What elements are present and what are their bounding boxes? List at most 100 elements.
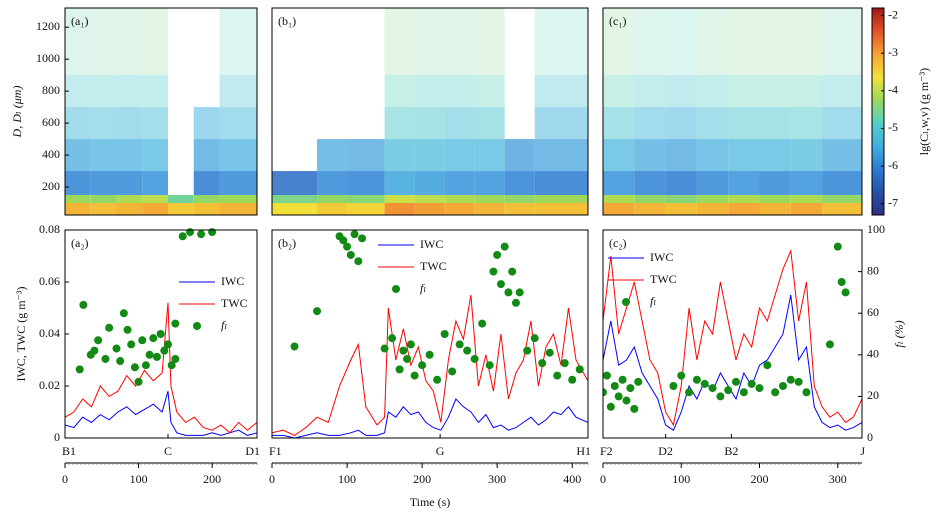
heat-cell	[696, 75, 729, 108]
fl-point	[343, 242, 352, 251]
panel-label: (b₂)	[278, 236, 296, 250]
fl-point	[771, 388, 780, 397]
segment-label: H1	[576, 444, 591, 458]
heat-cell	[822, 195, 862, 204]
heat-cell	[728, 107, 760, 140]
fl-point	[418, 361, 427, 370]
heat-cell	[414, 8, 445, 76]
fl-point	[626, 384, 635, 393]
heat-cell	[728, 75, 760, 108]
fl-point	[500, 242, 509, 251]
fl-point	[504, 288, 513, 297]
fl-point	[553, 371, 562, 380]
series-line	[272, 294, 588, 436]
fl-point	[755, 384, 764, 393]
fl-point	[732, 377, 741, 386]
heat-cell	[634, 75, 666, 108]
colorbar-tick-label: -5	[888, 120, 898, 134]
y2-tick-label: 60	[867, 305, 879, 319]
heat-cell	[759, 195, 791, 204]
heat-cell	[167, 203, 194, 215]
fl-point	[485, 361, 494, 370]
fl-point	[568, 375, 577, 384]
heat-cell	[665, 195, 697, 204]
fl-point	[410, 371, 419, 380]
heat-cell	[634, 139, 666, 172]
fl-point	[90, 346, 99, 355]
heat-cell	[759, 203, 791, 215]
fl-point	[167, 361, 176, 370]
segment-label: J	[860, 444, 865, 458]
fl-point	[116, 357, 125, 366]
heat-cell	[822, 8, 862, 76]
heat-cell	[603, 139, 635, 172]
heat-cell	[65, 8, 91, 76]
fl-point	[470, 354, 479, 363]
heat-cell	[665, 139, 697, 172]
fl-point	[101, 354, 110, 363]
series-line	[603, 248, 862, 427]
fl-point	[692, 375, 701, 384]
fl-point	[530, 334, 539, 343]
fl-point	[313, 307, 322, 316]
heat-cell	[219, 203, 257, 215]
heat-cell	[444, 171, 475, 196]
heat-cell	[534, 75, 588, 108]
heat-cell	[665, 203, 697, 215]
fl-point	[119, 309, 128, 318]
heat-cell	[193, 195, 220, 204]
fl-point	[448, 367, 457, 376]
heat-cell	[347, 195, 385, 204]
fl-point	[123, 325, 132, 334]
heat-cell	[534, 171, 588, 196]
fl-point	[208, 228, 217, 237]
fl-point	[794, 377, 803, 386]
fl-point	[163, 340, 172, 349]
y-tick-label: 0.06	[39, 274, 60, 288]
heat-cell	[219, 195, 257, 204]
fl-point	[515, 288, 524, 297]
fl-point	[837, 278, 846, 286]
fl-point	[603, 371, 611, 380]
heat-cell	[219, 107, 257, 140]
heat-cell	[534, 195, 588, 204]
fl-point	[708, 384, 717, 393]
fl-point	[618, 375, 627, 384]
heat-cell	[603, 75, 635, 108]
x-tick-label: 100	[130, 472, 148, 486]
fl-point	[493, 250, 502, 259]
y-tick-label: 200	[42, 179, 60, 193]
heat-cell	[414, 195, 445, 204]
y-tick-label: 600	[42, 115, 60, 129]
x-tick-label: 300	[488, 472, 506, 486]
plot-area	[603, 242, 862, 431]
fl-point	[747, 379, 756, 388]
fl-point	[603, 388, 607, 397]
series-line	[65, 391, 257, 436]
x-tick-label: 100	[338, 472, 356, 486]
fl-point	[511, 298, 520, 307]
heat-cell	[116, 139, 143, 172]
heat-cell	[504, 171, 535, 196]
y2-axis-label: fₗ (%)	[892, 320, 906, 347]
fl-point	[138, 336, 147, 345]
heat-cell	[634, 203, 666, 215]
colorbar-tick-label: -2	[888, 7, 898, 21]
heat-cell	[167, 195, 194, 204]
heat-cell	[90, 195, 117, 204]
fl-point	[403, 354, 412, 363]
heat-cell	[65, 171, 91, 196]
fl-point	[538, 359, 547, 368]
heat-cell	[790, 75, 823, 108]
legend-marker	[622, 298, 630, 306]
panel-frame	[602, 7, 863, 216]
legend-label: TWC	[650, 272, 677, 286]
heat-cell	[444, 195, 475, 204]
fl-point	[478, 319, 487, 328]
y-axis-label: D, Dₗ (μm)	[10, 86, 24, 139]
y2-tick-label: 100	[867, 222, 885, 236]
heat-cell	[414, 139, 445, 172]
heat-cell	[90, 75, 117, 108]
legend-label: TWC	[221, 296, 248, 310]
fl-point	[523, 346, 532, 355]
